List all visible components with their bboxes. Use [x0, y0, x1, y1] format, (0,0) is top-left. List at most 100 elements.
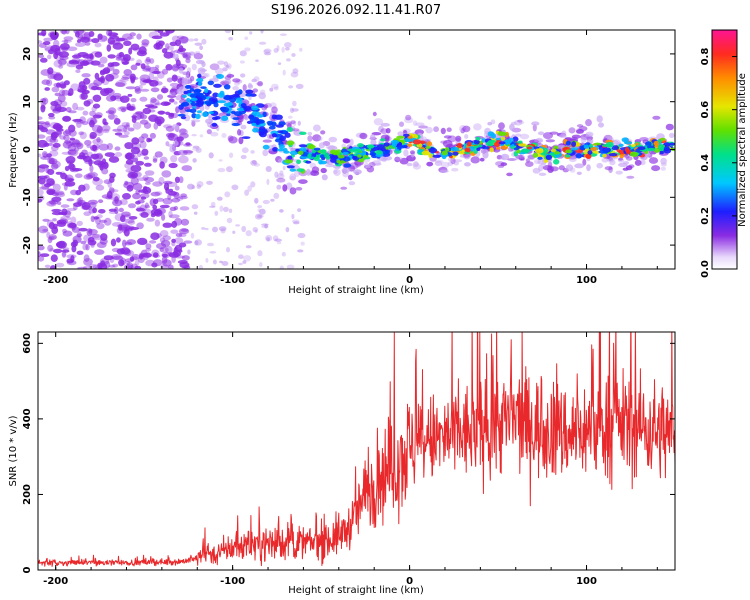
- noise-blob: [97, 262, 103, 269]
- noise-blob: [252, 227, 259, 233]
- noise-blob: [82, 110, 89, 116]
- noise-blob: [90, 60, 101, 66]
- spectral-halo: [343, 138, 351, 144]
- noise-blob: [51, 131, 59, 139]
- noise-blob: [232, 230, 236, 234]
- spectral-ridge: [545, 154, 553, 160]
- spectral-halo: [547, 168, 554, 173]
- noise-blob: [66, 198, 75, 202]
- noise-blob: [188, 51, 196, 56]
- noise-blob: [38, 198, 43, 203]
- noise-blob: [114, 146, 121, 151]
- spectral-halo: [558, 165, 565, 171]
- spectral-halo: [274, 171, 279, 178]
- spectral-ridge: [396, 135, 405, 139]
- noise-blob: [181, 228, 189, 232]
- spectral-ridge: [198, 81, 203, 86]
- spectral-ridge: [621, 137, 629, 143]
- noise-blob: [155, 42, 162, 47]
- spectral-ridge: [268, 125, 276, 130]
- noise-blob: [132, 157, 139, 163]
- spectral-halo: [228, 136, 238, 144]
- noise-blob: [169, 98, 175, 103]
- noise-blob: [54, 47, 61, 56]
- noise-blob: [139, 140, 147, 149]
- noise-blob: [153, 122, 159, 130]
- noise-blob: [84, 139, 92, 146]
- noise-blob: [38, 177, 46, 185]
- noise-blob: [135, 200, 141, 205]
- noise-blob: [127, 127, 135, 132]
- spectral-ridge: [598, 150, 607, 154]
- spectral-ridge: [657, 144, 665, 150]
- noise-blob: [139, 96, 148, 102]
- noise-blob: [285, 227, 290, 233]
- noise-blob: [122, 239, 127, 248]
- spectral-halo: [370, 138, 377, 146]
- noise-blob: [72, 235, 82, 244]
- spectral-ridge: [309, 143, 314, 150]
- spectral-halo: [576, 129, 584, 134]
- snr-y-tick-label: 0: [22, 566, 33, 573]
- noise-blob: [48, 112, 55, 118]
- noise-blob: [284, 42, 292, 48]
- spectral-ridge: [481, 138, 487, 143]
- spectral-halo: [518, 154, 525, 159]
- spectral-ridge: [251, 122, 257, 127]
- spectral-ridge: [189, 108, 197, 114]
- spectral-halo: [643, 139, 648, 143]
- noise-blob: [125, 258, 135, 263]
- spectral-ridge: [421, 150, 430, 156]
- noise-blob: [46, 200, 57, 207]
- noise-blob: [63, 134, 70, 141]
- noise-blob: [89, 234, 100, 239]
- noise-blob: [225, 65, 230, 68]
- noise-blob: [159, 204, 170, 209]
- noise-blob: [66, 161, 72, 165]
- noise-blob: [126, 239, 137, 245]
- spectral-ridge: [227, 102, 234, 106]
- noise-blob: [139, 77, 147, 86]
- noise-blob: [64, 165, 70, 172]
- spectral-halo: [442, 139, 453, 148]
- noise-blob: [62, 115, 72, 122]
- noise-blob: [174, 176, 180, 183]
- noise-blob: [53, 248, 63, 254]
- noise-blob: [261, 225, 269, 228]
- noise-blob: [92, 114, 103, 119]
- spectral-ridge: [251, 105, 259, 111]
- spectral-halo: [279, 170, 284, 177]
- noise-blob: [178, 45, 184, 53]
- noise-blob: [130, 97, 137, 103]
- noise-blob: [149, 240, 157, 244]
- noise-blob: [117, 124, 128, 133]
- noise-blob: [124, 180, 129, 186]
- snr-x-label: Height of straight line (km): [288, 585, 424, 596]
- noise-blob: [145, 243, 152, 250]
- noise-blob: [159, 32, 170, 37]
- noise-blob: [134, 88, 142, 94]
- noise-blob: [76, 121, 82, 128]
- spectral-ridge: [518, 143, 527, 147]
- spectral-ridge: [189, 87, 194, 92]
- noise-blob: [106, 44, 112, 52]
- noise-blob: [145, 247, 152, 252]
- spectral-halo: [172, 124, 180, 130]
- spectral-halo: [405, 114, 412, 121]
- spectral-ridge: [190, 101, 197, 107]
- spectral-halo: [481, 148, 487, 154]
- noise-blob: [56, 221, 66, 227]
- noise-blob: [217, 167, 226, 173]
- spectral-ridge: [668, 142, 675, 146]
- noise-blob: [92, 153, 104, 161]
- noise-blob: [39, 195, 45, 201]
- noise-blob: [59, 135, 66, 140]
- spectral-halo: [385, 128, 391, 134]
- noise-blob: [63, 36, 74, 41]
- noise-blob: [105, 74, 115, 82]
- spectral-halo: [289, 173, 297, 181]
- noise-blob: [89, 119, 95, 128]
- spectral-halo: [183, 114, 191, 122]
- noise-blob: [48, 235, 55, 241]
- noise-blob: [41, 151, 48, 158]
